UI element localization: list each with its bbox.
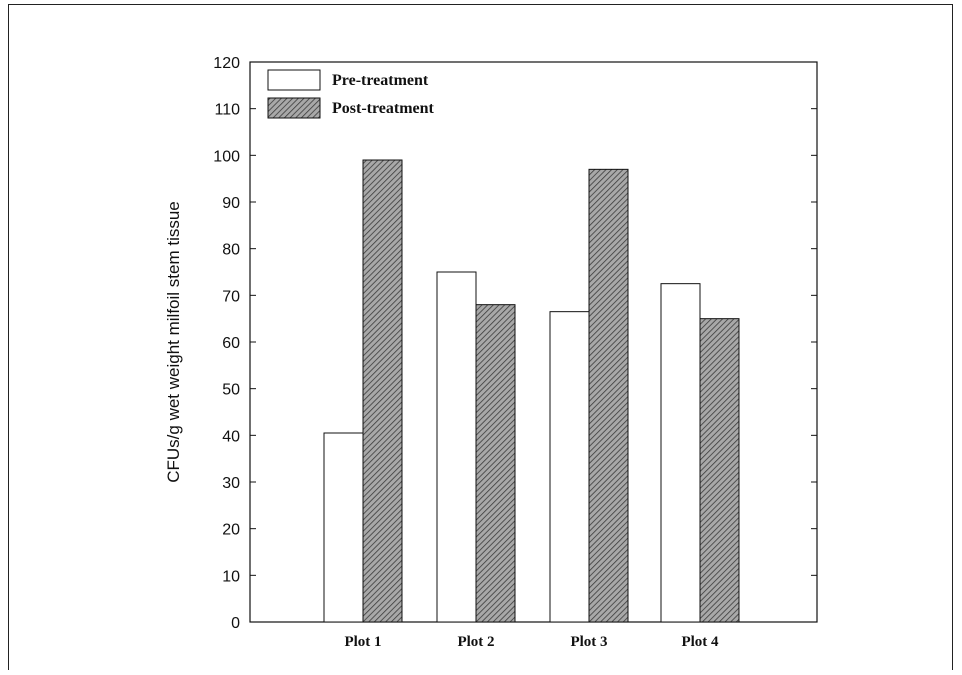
y-tick-label: 100: [213, 148, 240, 165]
category-label: Plot 1: [344, 634, 381, 650]
y-tick-label: 70: [222, 288, 240, 305]
bar-post-treatment: [475, 304, 516, 623]
bar-pre-treatment: [436, 271, 477, 623]
y-tick-label: 90: [222, 195, 240, 212]
y-tick-label: 10: [222, 568, 240, 585]
y-tick-label: 80: [222, 242, 240, 259]
legend-label: Pre-treatment: [332, 72, 429, 89]
bar-post-treatment: [588, 168, 629, 623]
bar-post-treatment: [699, 318, 740, 623]
y-tick-label: 50: [222, 382, 240, 399]
y-tick-label: 110: [214, 102, 240, 119]
bar-post-treatment: [362, 159, 403, 623]
category-label: Plot 4: [681, 634, 719, 650]
y-tick-label: 60: [222, 335, 240, 352]
y-axis-title: CFUs/g wet weight milfoil stem tissue: [164, 201, 183, 483]
y-tick-label: 120: [213, 55, 240, 72]
figure-frame: [8, 4, 953, 670]
bar-pre-treatment: [660, 283, 701, 623]
bar-pre-treatment: [549, 311, 590, 623]
category-label: Plot 3: [570, 634, 607, 650]
bar-pre-treatment: [323, 432, 364, 623]
y-tick-label: 0: [231, 615, 240, 632]
legend-swatch-pre-treatment: [267, 69, 321, 91]
category-label: Plot 2: [457, 634, 494, 650]
y-tick-label: 30: [222, 475, 240, 492]
legend-swatch-post-treatment: [267, 97, 321, 119]
legend-label: Post-treatment: [332, 100, 435, 117]
y-tick-label: 20: [222, 522, 240, 539]
y-tick-label: 40: [222, 428, 240, 445]
